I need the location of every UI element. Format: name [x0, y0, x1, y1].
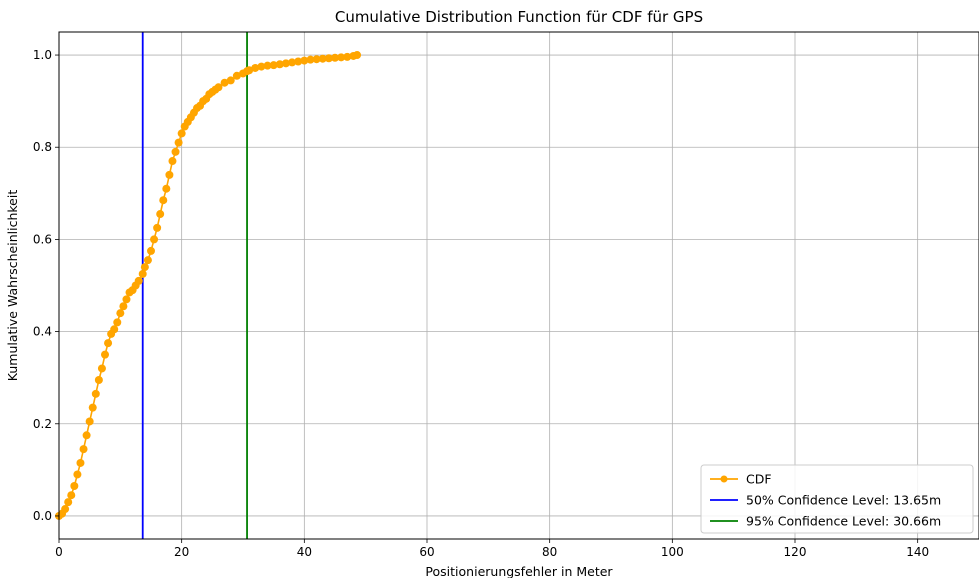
cdf-point	[312, 55, 321, 64]
cdf-point	[85, 417, 94, 426]
cdf-point	[171, 147, 180, 156]
cdf-point	[134, 276, 143, 285]
cdf-point	[104, 339, 113, 348]
cdf-point	[150, 235, 159, 244]
cdf-point	[97, 364, 106, 373]
cdf-point	[110, 325, 119, 334]
x-tick-label: 80	[542, 545, 557, 559]
cdf-point	[91, 389, 100, 398]
cdf-point	[306, 55, 315, 64]
y-tick-label: 0.0	[33, 509, 52, 523]
axis-ticks: 0 20 40 60 80 100 120 140 0.0 0.2 0.4 0.6 0.8 1.0	[33, 48, 929, 559]
cdf-point	[174, 138, 183, 147]
cdf-point	[168, 157, 177, 166]
x-tick-label: 0	[55, 545, 63, 559]
x-tick-label: 140	[906, 545, 929, 559]
cdf-point	[159, 196, 168, 205]
cdf-point	[122, 295, 131, 304]
legend-marker	[720, 475, 728, 483]
cdf-point	[263, 61, 272, 70]
y-tick-label: 0.2	[33, 417, 52, 431]
cdf-point	[70, 481, 79, 490]
cdf-point	[88, 403, 97, 412]
cdf-point	[143, 256, 152, 265]
x-tick-label: 100	[661, 545, 684, 559]
cdf-point	[318, 54, 327, 63]
chart-title: Cumulative Distribution Function für CDF…	[335, 8, 703, 26]
grid	[58, 32, 979, 539]
confidence-lines	[141, 32, 248, 539]
cdf-point	[113, 318, 122, 327]
cdf-point	[76, 458, 85, 467]
cdf-point	[251, 63, 260, 72]
cdf-point	[245, 66, 254, 75]
cdf-point	[79, 445, 88, 454]
cdf-point	[337, 53, 346, 62]
cdf-point	[119, 302, 128, 311]
cdf-point	[257, 62, 266, 71]
cdf-point	[94, 375, 103, 384]
cdf-point	[73, 470, 82, 479]
cdf-point	[226, 76, 235, 85]
cdf-point	[331, 53, 339, 62]
cdf-point	[288, 58, 297, 67]
cdf-point	[165, 170, 174, 179]
cdf-point	[214, 83, 223, 92]
cdf-point	[177, 129, 186, 138]
cdf-point	[300, 56, 309, 65]
cdf-point	[294, 57, 303, 66]
y-axis-title: Kumulative Wahrscheinlichkeit	[5, 190, 20, 382]
plot-frame	[58, 31, 979, 540]
cdf-point	[101, 350, 109, 359]
cdf-point	[64, 498, 73, 507]
cdf-point	[138, 269, 147, 278]
cdf-point	[162, 184, 171, 193]
cdf-point	[153, 223, 162, 232]
cdf-point	[82, 431, 91, 440]
cdf-point	[281, 59, 290, 68]
cdf-point	[67, 491, 76, 500]
cdf-point	[61, 505, 70, 514]
x-tick-label: 120	[784, 545, 807, 559]
legend-label: 95% Confidence Level: 30.66m	[746, 514, 941, 529]
cdf-point	[275, 60, 284, 69]
legend-box	[700, 464, 974, 534]
cdf-point	[343, 52, 352, 61]
cdf-point	[269, 61, 278, 70]
cdf-point	[116, 309, 125, 318]
x-axis-title: Positionierungsfehler in Meter	[425, 564, 613, 578]
cdf-point	[147, 246, 155, 255]
legend-label: CDF	[746, 472, 772, 487]
cdf-point	[140, 263, 149, 272]
legend-label: 50% Confidence Level: 13.65m	[746, 493, 941, 508]
cdf-point	[220, 78, 229, 87]
y-tick-label: 1.0	[33, 48, 52, 62]
y-tick-label: 0.8	[33, 140, 52, 154]
cdf-point	[156, 210, 165, 219]
x-tick-label: 40	[297, 545, 312, 559]
x-tick-label: 60	[419, 545, 434, 559]
cdf-point	[232, 71, 241, 80]
cdf-line	[58, 54, 358, 517]
x-tick-label: 20	[174, 545, 189, 559]
cdf-point	[324, 54, 333, 63]
cdf-series	[55, 51, 362, 520]
cdf-point	[353, 51, 362, 60]
y-tick-label: 0.6	[33, 232, 52, 246]
y-tick-label: 0.4	[33, 325, 52, 339]
legend: CDF 50% Confidence Level: 13.65m 95% Confi…	[700, 464, 974, 534]
